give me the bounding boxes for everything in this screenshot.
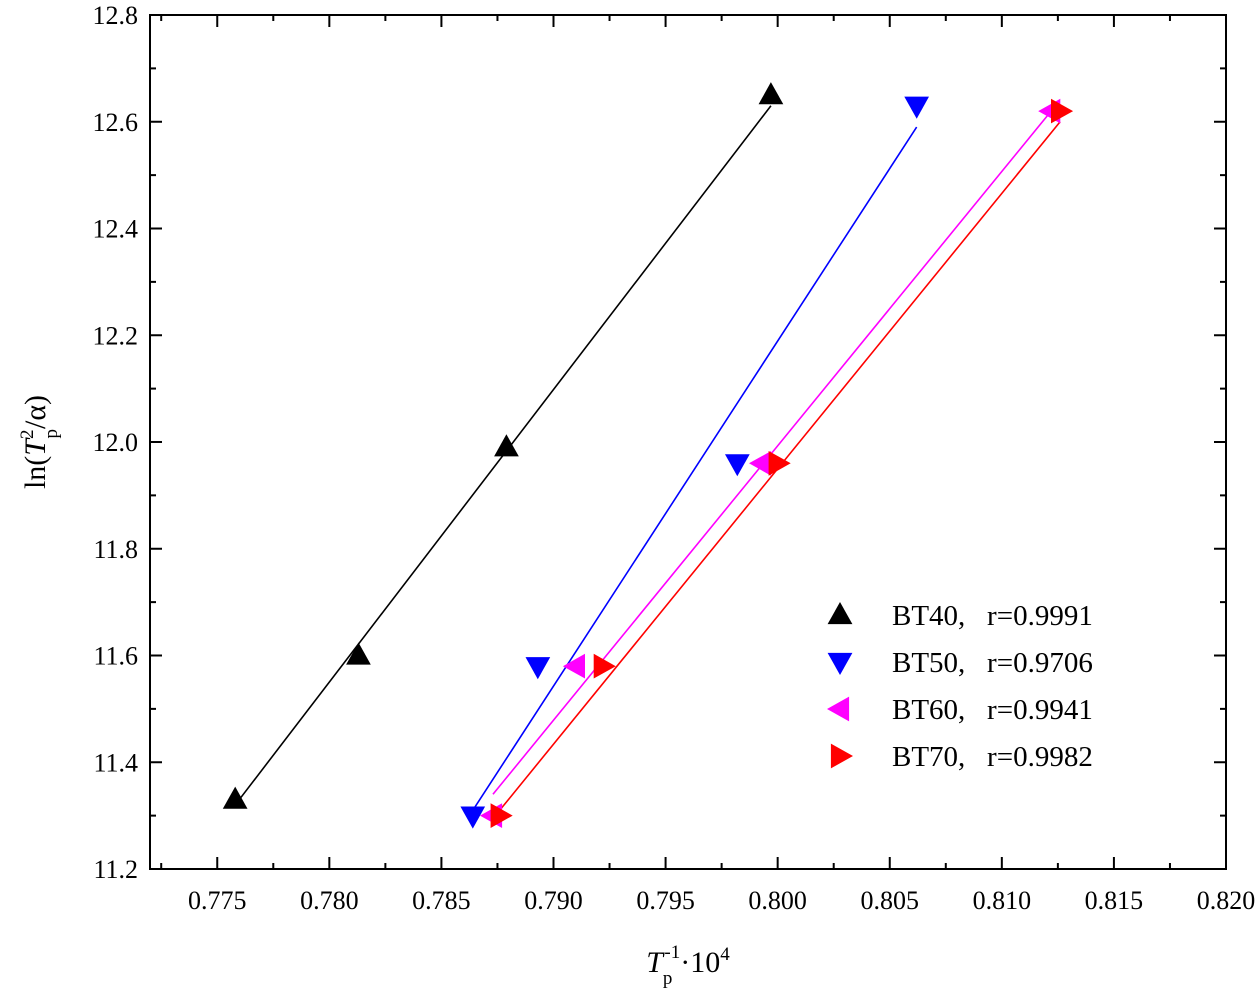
x-tick-label: 0.805 — [861, 886, 920, 915]
y-tick-label: 12.8 — [93, 1, 139, 30]
point-bt40 — [494, 434, 519, 457]
point-bt70 — [593, 653, 616, 679]
y-tick-label: 11.2 — [93, 855, 138, 884]
y-tick-label: 11.4 — [93, 748, 138, 777]
fit-line-bt60 — [492, 110, 1052, 795]
x-tick-label: 0.820 — [1197, 886, 1256, 915]
point-bt50 — [525, 657, 551, 680]
y-tick-label: 12.0 — [93, 428, 139, 457]
x-tick-label: 0.775 — [188, 886, 247, 915]
point-bt50 — [725, 454, 750, 477]
legend-label-bt70: BT70, r=0.9982 — [892, 741, 1093, 773]
point-bt70 — [490, 803, 513, 828]
y-tick-label: 12.4 — [93, 215, 139, 244]
point-bt60 — [562, 653, 585, 679]
data-markers — [222, 82, 1074, 829]
y-axis: 11.2 11.4 11.6 11.8 12.0 12.2 12.4 12.6 12.8 — [93, 1, 1226, 884]
legend-label-bt60: BT60, r=0.9941 — [892, 694, 1093, 726]
point-bt70 — [768, 451, 791, 476]
point-bt60 — [749, 451, 772, 476]
y-tick-label: 11.6 — [93, 642, 138, 671]
legend-label-bt40: BT40, r=0.9991 — [892, 600, 1093, 632]
x-tick-label: 0.800 — [748, 886, 807, 915]
x-tick-label: 0.790 — [524, 886, 583, 915]
y-tick-label: 12.6 — [93, 108, 139, 137]
point-bt40 — [222, 786, 248, 809]
x-tick-label: 0.785 — [412, 886, 471, 915]
point-bt50 — [904, 96, 929, 119]
y-tick-label: 12.2 — [93, 321, 139, 350]
legend: BT40, r=0.9991 BT50, r=0.9706 BT60, r=0.99… — [827, 600, 1093, 773]
legend-marker-bt50 — [827, 652, 853, 675]
point-bt40 — [346, 642, 371, 665]
legend-label-bt50: BT50, r=0.9706 — [892, 647, 1093, 679]
y-tick-label: 11.8 — [93, 535, 138, 564]
y-axis-title: ln(T2 p/α) — [17, 395, 62, 489]
x-axis-title: Tp-1·104 — [646, 942, 730, 989]
legend-marker-bt70 — [830, 743, 853, 769]
point-bt70 — [1051, 98, 1074, 124]
point-bt50 — [460, 806, 486, 829]
fit-line-bt50 — [472, 126, 918, 811]
x-tick-label: 0.810 — [973, 886, 1032, 915]
x-axis: 0.775 0.780 0.785 0.790 0.795 0.800 0.805 0.810… — [160, 15, 1256, 915]
x-tick-label: 0.780 — [300, 886, 359, 915]
legend-marker-bt60 — [827, 696, 850, 722]
x-tick-label: 0.815 — [1085, 886, 1144, 915]
point-bt40 — [758, 82, 784, 105]
legend-marker-bt40 — [827, 602, 853, 625]
x-tick-label: 0.795 — [636, 886, 695, 915]
